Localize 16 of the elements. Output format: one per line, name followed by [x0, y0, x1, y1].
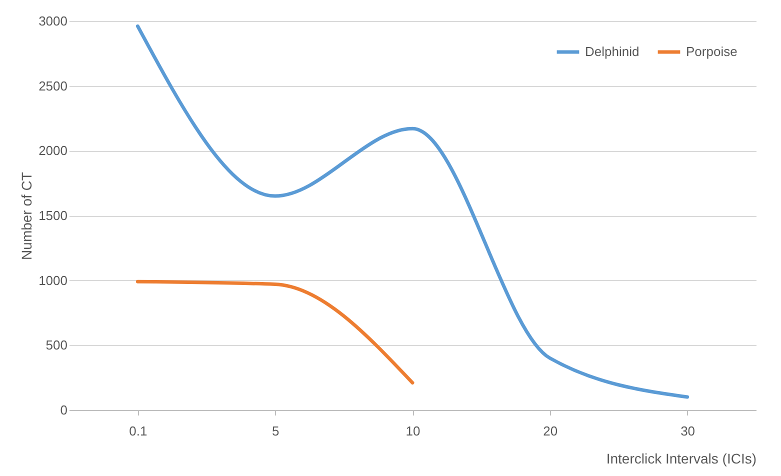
y-tick-label: 3000: [38, 14, 68, 28]
y-tick-label: 1000: [38, 272, 68, 288]
y-tick-label: 500: [46, 338, 68, 353]
x-tick-label: 5: [272, 424, 280, 438]
y-tick-label: 2000: [38, 143, 68, 158]
x-tick-label: 30: [680, 424, 696, 438]
legend-label: Porpoise: [686, 44, 738, 59]
y-tick-label: 2500: [38, 78, 68, 94]
x-axis-title: Interclick Intervals (ICIs): [606, 450, 756, 466]
x-tick-label: 0.1: [129, 424, 148, 438]
y-tick-label: 1500: [38, 208, 68, 223]
y-tick-label: 0: [60, 402, 68, 418]
x-tick-label: 20: [543, 424, 558, 438]
x-tick-label: 10: [406, 424, 420, 438]
legend-label: Delphinid: [585, 44, 640, 59]
y-axis-title: Number of CT: [18, 172, 35, 260]
